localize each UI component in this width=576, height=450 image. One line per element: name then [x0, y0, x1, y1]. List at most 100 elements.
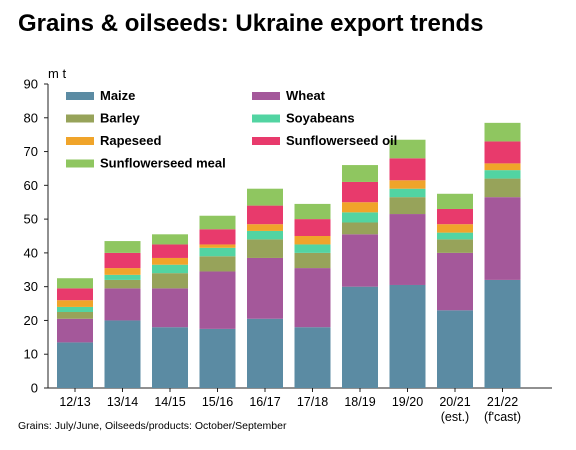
- y-tick-label: 80: [24, 110, 38, 125]
- bar-segment-sunflowerseed-meal: [437, 193, 473, 209]
- bar-segment-sunflowerseed-oil: [342, 181, 378, 203]
- bar-segment-barley: [152, 273, 188, 289]
- bar-segment-soyabeans: [484, 170, 521, 179]
- bar-segment-rapeseed: [342, 202, 378, 213]
- bar-segment-rapeseed: [247, 224, 283, 231]
- bar-segment-rapeseed: [104, 268, 141, 275]
- bar-segment-wheat: [484, 197, 521, 280]
- bar-segment-barley: [437, 239, 473, 253]
- bar-segment-soyabeans: [104, 274, 141, 280]
- legend-entry: Soyabeans: [252, 111, 355, 126]
- bar-segment-maize: [437, 310, 473, 388]
- chart-title: Grains & oilseeds: Ukraine export trends: [18, 10, 484, 37]
- bar-segment-sunflowerseed-oil: [389, 158, 426, 181]
- y-tick-label: 70: [24, 144, 38, 159]
- bar-segment-maize: [57, 342, 93, 388]
- bar-segment-sunflowerseed-oil: [104, 252, 141, 269]
- bar-segment-sunflowerseed-meal: [57, 278, 93, 289]
- bar-segment-soyabeans: [437, 232, 473, 240]
- y-tick-label: 50: [24, 212, 38, 227]
- bar-segment-soyabeans: [342, 212, 378, 223]
- bar-segment-soyabeans: [152, 264, 188, 274]
- bar-segment-sunflowerseed-meal: [104, 241, 141, 253]
- x-tick-label: 17/18: [297, 395, 328, 409]
- bar-segment-sunflowerseed-oil: [484, 141, 521, 164]
- footnote: Grains: July/June, Oilseeds/products: Oc…: [18, 420, 287, 432]
- x-tick-label: 12/13: [59, 395, 90, 409]
- bar-segment-soyabeans: [294, 244, 331, 253]
- bar-segment-sunflowerseed-oil: [247, 205, 283, 225]
- bar-segment-sunflowerseed-meal: [389, 139, 426, 159]
- bar-segment-sunflowerseed-oil: [294, 219, 331, 236]
- bar-segment-maize: [342, 286, 378, 388]
- bar-segment-rapeseed: [57, 300, 93, 307]
- bar-segment-wheat: [342, 234, 378, 287]
- legend-swatch: [66, 92, 94, 100]
- bar-segment-sunflowerseed-oil: [152, 244, 188, 258]
- legend-label: Sunflowerseed meal: [100, 156, 226, 171]
- legend-entry: Barley: [66, 111, 141, 126]
- legend-swatch: [252, 114, 280, 123]
- bar-segment-soyabeans: [247, 230, 283, 240]
- bar-segment-rapeseed: [437, 224, 473, 233]
- x-tick-label: 19/20: [392, 395, 423, 409]
- legend-swatch: [66, 137, 94, 145]
- y-tick-label: 0: [31, 381, 38, 396]
- y-tick-label: 90: [24, 77, 38, 92]
- bar-segment-barley: [342, 222, 378, 235]
- bar-segment-maize: [389, 284, 426, 388]
- bar-segment-sunflowerseed-meal: [484, 122, 521, 142]
- legend-entry: Sunflowerseed meal: [66, 156, 226, 171]
- x-tick-label: 16/17: [249, 395, 280, 409]
- bar-segment-wheat: [437, 252, 473, 311]
- y-tick-label: 10: [24, 347, 38, 362]
- bar-segment-barley: [57, 312, 93, 319]
- bar-segment-maize: [294, 327, 331, 388]
- bar-segment-sunflowerseed-meal: [247, 188, 283, 206]
- bar-segment-maize: [152, 327, 188, 388]
- bar-segment-sunflowerseed-meal: [294, 203, 331, 220]
- x-tick-label: 15/16: [202, 395, 233, 409]
- bar-segment-sunflowerseed-meal: [342, 165, 378, 182]
- legend-entry: Wheat: [252, 88, 326, 103]
- bar-segment-wheat: [104, 288, 141, 321]
- x-tick-label: 18/19: [344, 395, 375, 409]
- x-tick-label: (f'cast): [484, 410, 521, 424]
- bar-segment-sunflowerseed-oil: [57, 288, 93, 301]
- bar-segment-soyabeans: [57, 306, 93, 312]
- bar-segment-rapeseed: [389, 180, 426, 189]
- x-tick-label: 21/22: [487, 395, 518, 409]
- legend-entry: Sunflowerseed oil: [252, 133, 397, 148]
- bar-segment-wheat: [294, 268, 331, 328]
- legend-label: Wheat: [286, 88, 326, 103]
- bar-segment-barley: [389, 197, 426, 215]
- legend-entry: Rapeseed: [66, 133, 161, 148]
- y-tick-label: 20: [24, 313, 38, 328]
- legend-swatch: [66, 114, 94, 123]
- bar-segment-soyabeans: [389, 188, 426, 198]
- x-tick-label: 14/15: [154, 395, 185, 409]
- y-tick-label: 40: [24, 245, 38, 260]
- y-axis-unit-label: m t: [48, 66, 67, 81]
- legend-swatch: [66, 159, 94, 168]
- bar-segment-sunflowerseed-oil: [199, 229, 236, 245]
- bar-segment-wheat: [247, 257, 283, 319]
- legend-label: Sunflowerseed oil: [286, 133, 397, 148]
- bar-segment-maize: [199, 328, 236, 388]
- legend-entry: Maize: [66, 88, 135, 103]
- bar-segment-barley: [104, 279, 141, 289]
- x-tick-label: 20/21: [439, 395, 470, 409]
- legend-swatch: [252, 92, 280, 100]
- bar-segment-maize: [484, 279, 521, 388]
- y-tick-label: 60: [24, 178, 38, 193]
- bar-segment-wheat: [152, 288, 188, 328]
- legend-label: Barley: [100, 111, 141, 126]
- bar-segment-wheat: [57, 318, 93, 343]
- bar-segment-barley: [484, 178, 521, 198]
- bar-segment-sunflowerseed-meal: [199, 215, 236, 230]
- legend-label: Maize: [100, 88, 135, 103]
- y-tick-label: 30: [24, 279, 38, 294]
- x-tick-label: 13/14: [107, 395, 138, 409]
- legend-label: Soyabeans: [286, 111, 355, 126]
